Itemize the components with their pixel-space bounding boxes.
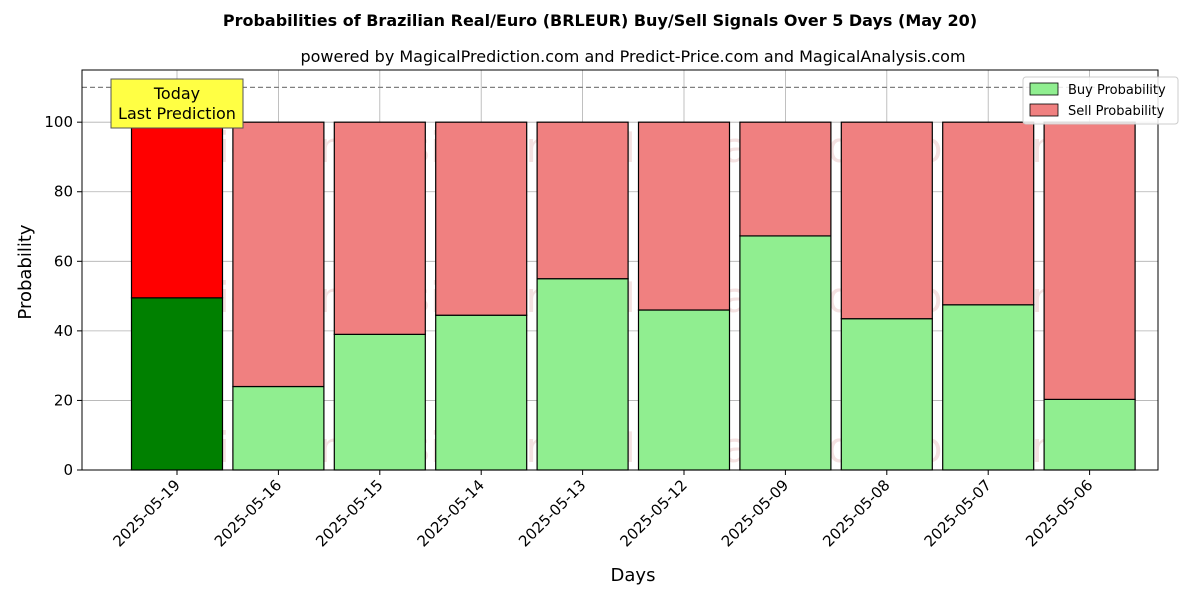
- buy-bar: [1043, 398, 1136, 471]
- legend-entry-label: Sell Probability: [1068, 104, 1165, 119]
- annotation-box: [110, 78, 244, 129]
- sell-bar: [840, 121, 933, 320]
- legend-swatch: [1029, 103, 1059, 117]
- buy-bar: [232, 385, 325, 471]
- buy-bar: [333, 333, 426, 471]
- x-tick-label: 2025-05-06: [1022, 476, 1096, 550]
- x-tick-label: 2025-05-12: [616, 476, 690, 550]
- sell-bar: [333, 121, 426, 335]
- sell-bar: [536, 121, 629, 280]
- legend-entry-label: Buy Probability: [1068, 83, 1166, 98]
- plot-frame: [81, 69, 1159, 471]
- annotation-text: Today: [153, 84, 200, 103]
- sell-bar: [942, 121, 1035, 306]
- x-axis-label: Days: [611, 565, 656, 586]
- y-tick-label: 20: [54, 391, 73, 409]
- buy-bar: [130, 297, 224, 471]
- buy-bar: [536, 278, 629, 471]
- x-tick-label: 2025-05-16: [211, 476, 285, 550]
- sell-bar: [232, 121, 325, 388]
- x-tick-label: 2025-05-13: [515, 476, 589, 550]
- x-tick-label: 2025-05-15: [312, 476, 386, 550]
- buy-bar: [637, 309, 731, 471]
- legend-box: [1022, 76, 1179, 125]
- buy-bar: [435, 314, 528, 471]
- x-tick-label: 2025-05-09: [718, 476, 792, 550]
- y-tick-label: 60: [54, 252, 73, 270]
- buy-bar: [840, 318, 933, 471]
- x-tick-label: 2025-05-07: [921, 476, 995, 550]
- sell-bar: [1043, 121, 1136, 400]
- x-tick-label: 2025-05-14: [414, 476, 488, 550]
- bars: [130, 121, 1136, 471]
- x-tick-label: 2025-05-19: [109, 476, 183, 550]
- y-tick-label: 40: [54, 322, 73, 340]
- y-axis-label: Probability: [15, 224, 36, 319]
- sell-bar: [435, 121, 528, 316]
- y-tick-label: 100: [44, 113, 73, 131]
- sell-bar: [130, 121, 224, 299]
- sell-bar: [637, 121, 731, 311]
- y-tick-label: 0: [63, 461, 73, 479]
- chart-title: Probabilities of Brazilian Real/Euro (BR…: [223, 11, 977, 30]
- buy-bar: [942, 304, 1035, 471]
- x-tick-label: 2025-05-08: [819, 476, 893, 550]
- legend: Buy Probability Sell Probability: [1022, 76, 1179, 125]
- buy-bar: [739, 235, 832, 471]
- x-axis-ticks: 2025-05-19 2025-05-16 2025-05-15 2025-05-14…: [109, 470, 1096, 550]
- y-tick-label: 80: [54, 183, 73, 201]
- legend-swatch: [1029, 82, 1059, 96]
- annotation-text: Last Prediction: [118, 104, 236, 123]
- y-axis-ticks: 0 20 40 60 80 100: [44, 113, 82, 479]
- sell-bar: [739, 121, 832, 237]
- chart-subtitle: powered by MagicalPrediction.com and Pre…: [300, 47, 965, 66]
